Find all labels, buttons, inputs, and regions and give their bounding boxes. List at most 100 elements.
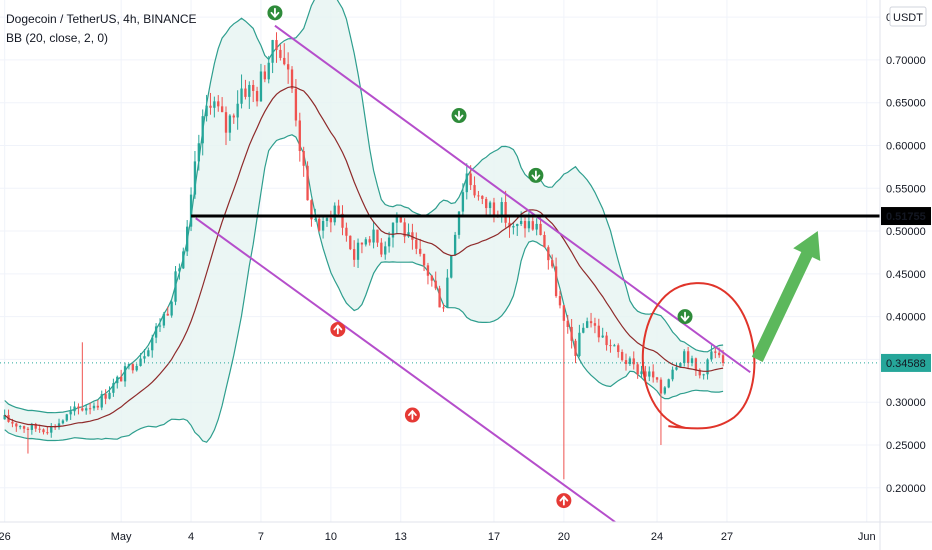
- candle-body: [3, 415, 6, 420]
- candle-body: [543, 234, 546, 248]
- candle-body: [217, 101, 220, 107]
- arrow-up-icon: [408, 410, 417, 420]
- candle-body: [628, 358, 632, 365]
- candle-body: [123, 366, 127, 382]
- price-tick-label: 0.55000: [886, 183, 926, 195]
- candles-group: [3, 32, 725, 480]
- candle-body: [368, 239, 371, 243]
- candle-body: [648, 371, 651, 377]
- candle-body: [34, 423, 37, 429]
- candle-body: [640, 371, 643, 375]
- candle-body: [663, 387, 666, 394]
- forecast-up-arrow[interactable]: [751, 231, 821, 362]
- candle-body: [352, 249, 356, 260]
- candle-body: [46, 432, 49, 434]
- candle-body: [15, 423, 18, 427]
- candle-body: [624, 360, 628, 365]
- candle-body: [220, 106, 224, 113]
- candle-body: [589, 321, 593, 324]
- candle-body: [240, 88, 243, 104]
- candle-body: [465, 173, 468, 193]
- candle-body: [283, 57, 286, 65]
- candle-body: [302, 150, 305, 166]
- currency-badge[interactable]: USDT: [893, 12, 923, 24]
- candle-body: [224, 112, 228, 133]
- candle-body: [652, 371, 655, 378]
- candle-body: [519, 220, 523, 225]
- candle-body: [578, 332, 581, 356]
- channel-lower-trendline[interactable]: [195, 217, 616, 523]
- price-axis-background: [880, 0, 932, 550]
- candle-body: [360, 242, 364, 245]
- candle-body: [205, 105, 208, 117]
- candle-body: [453, 234, 457, 256]
- candle-body: [671, 369, 674, 380]
- highlight-circle-drawing[interactable]: [641, 282, 756, 430]
- candle-body: [275, 40, 278, 50]
- candle-body: [65, 414, 68, 421]
- channel-upper-trendline[interactable]: [274, 24, 751, 374]
- candle-body: [387, 237, 391, 247]
- currency-badge-box[interactable]: [889, 6, 927, 27]
- candle-body: [582, 327, 585, 333]
- candle-body: [104, 394, 107, 399]
- candle-body: [162, 313, 166, 326]
- candle-body: [22, 426, 26, 429]
- candle-body: [539, 223, 542, 235]
- candle-body: [457, 211, 461, 235]
- candle-body: [574, 340, 577, 356]
- indicator-legend[interactable]: BB (20, close, 2, 0): [6, 31, 109, 45]
- candle-body: [523, 220, 527, 229]
- candle-body: [255, 90, 259, 102]
- candle-body: [605, 335, 608, 346]
- arrow-down-icon: [270, 7, 280, 18]
- time-tick-label: 27: [721, 531, 733, 543]
- candle-body: [527, 221, 531, 229]
- candle-body: [38, 428, 41, 430]
- price-axis[interactable]: 0.750000.700000.650000.600000.550000.500…: [880, 0, 932, 550]
- candle-body: [174, 271, 177, 302]
- time-tick-label: 4: [188, 531, 194, 543]
- candle-body: [333, 205, 336, 223]
- candle-body: [321, 221, 325, 231]
- candle-body: [391, 222, 395, 238]
- time-tick-label: 26: [0, 531, 11, 543]
- symbol-title[interactable]: Dogecoin / TetherUS, 4h, BINANCE: [6, 12, 197, 26]
- candle-body: [613, 345, 616, 347]
- candle-body: [442, 307, 445, 309]
- time-axis-background: [0, 522, 932, 550]
- price-tick-label: 0.60000: [886, 140, 926, 152]
- candle-body: [585, 321, 589, 328]
- candle-body: [349, 235, 352, 250]
- candle-body: [151, 337, 154, 351]
- candle-body: [477, 195, 480, 197]
- candle-body: [702, 374, 705, 376]
- candle-body: [718, 352, 721, 356]
- candle-body: [11, 421, 14, 424]
- candle-body: [127, 364, 131, 367]
- time-tick-label: 24: [651, 531, 663, 543]
- candle-body: [26, 428, 30, 430]
- candle-body: [193, 161, 197, 195]
- candle-body: [139, 358, 142, 366]
- candle-body: [632, 358, 635, 365]
- time-tick-label: Jun: [858, 531, 876, 543]
- candle-body: [135, 365, 138, 371]
- candle-body: [314, 218, 317, 220]
- candle-body: [92, 405, 96, 409]
- candle-body: [329, 217, 333, 223]
- candle-body: [42, 429, 45, 433]
- candle-body: [551, 260, 554, 267]
- candle-body: [399, 216, 402, 223]
- price-tick-label: 0.50000: [886, 226, 926, 238]
- candle-body: [178, 268, 181, 272]
- bollinger-basis-line: [4, 86, 724, 428]
- candle-body: [337, 205, 340, 214]
- arrow-down-icon: [454, 110, 464, 121]
- candle-body: [655, 377, 659, 380]
- candle-body: [298, 120, 301, 151]
- candle-body: [69, 411, 72, 415]
- candle-body: [356, 242, 360, 260]
